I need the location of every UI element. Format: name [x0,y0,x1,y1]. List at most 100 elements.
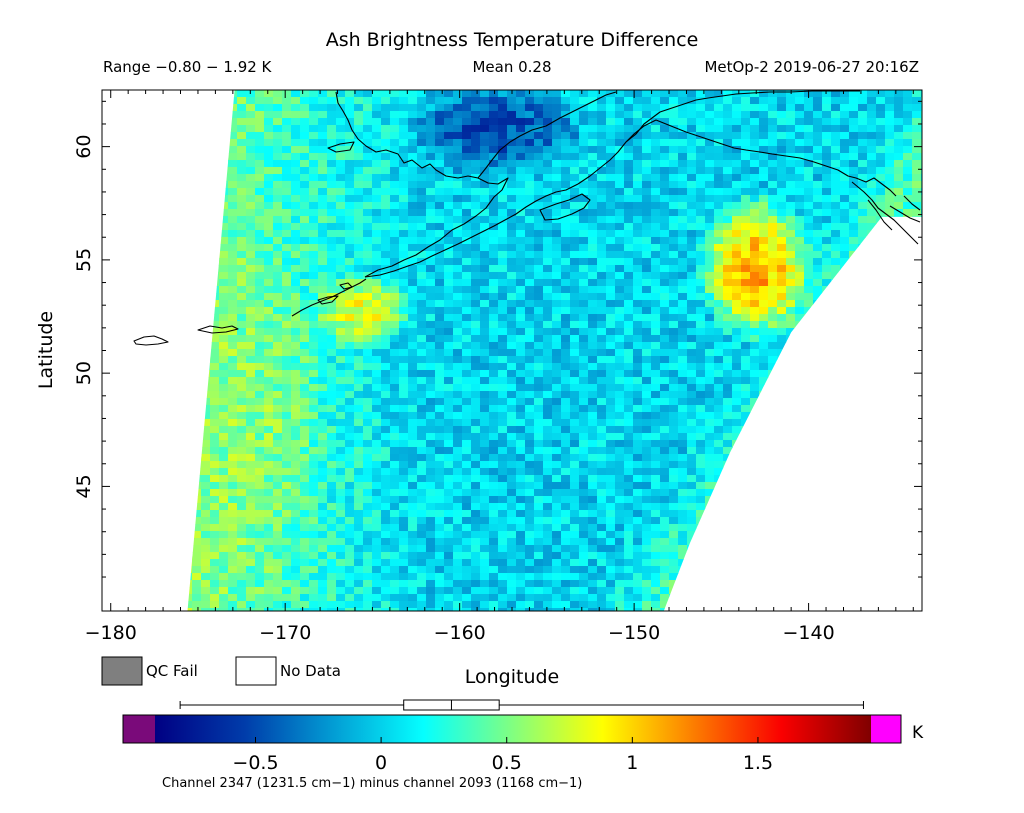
field-cell [471,440,481,448]
field-cell [831,174,841,182]
field-cell [552,461,562,469]
field-cell [615,363,625,371]
field-cell [561,188,571,196]
field-cell [723,300,733,308]
field-cell [543,111,553,119]
field-cell [678,244,688,252]
field-cell [273,104,283,112]
field-cell [381,202,391,210]
field-cell [714,286,724,294]
field-cell [912,174,922,182]
field-cell [228,188,238,196]
field-cell [246,209,256,217]
field-cell [498,272,508,280]
field-cell [462,300,472,308]
field-cell [786,174,796,182]
field-cell [489,146,499,154]
field-cell [777,223,787,231]
field-cell [687,363,697,371]
field-cell [273,356,283,364]
field-cell [309,188,319,196]
field-cell [705,258,715,266]
field-cell [804,230,814,238]
field-cell [741,230,751,238]
field-cell [246,461,256,469]
field-cell [453,111,463,119]
field-cell [723,104,733,112]
field-cell [327,230,337,238]
field-cell [309,321,319,329]
field-cell [300,398,310,406]
field-cell [345,412,355,420]
field-cell [363,139,373,147]
field-cell [480,153,490,161]
field-cell [822,251,832,259]
field-cell [750,398,760,406]
field-cell [552,335,562,343]
field-cell [390,342,400,350]
field-cell [462,174,472,182]
field-cell [885,146,895,154]
field-cell [264,237,274,245]
field-cell [525,174,535,182]
field-cell [462,153,472,161]
field-cell [705,265,715,273]
field-cell [561,97,571,105]
field-cell [498,153,508,161]
field-cell [525,447,535,455]
field-cell [498,286,508,294]
field-cell [768,321,778,329]
field-cell [597,125,607,133]
field-cell [300,335,310,343]
field-cell [264,342,274,350]
field-cell [255,433,265,441]
field-cell [291,97,301,105]
field-cell [408,377,418,385]
field-cell [624,125,634,133]
field-cell [705,426,715,434]
field-cell [633,97,643,105]
field-cell [327,111,337,119]
field-cell [606,230,616,238]
field-cell [750,321,760,329]
field-cell [552,230,562,238]
field-cell [390,216,400,224]
field-cell [435,111,445,119]
field-cell [363,377,373,385]
field-cell [615,244,625,252]
field-cell [462,342,472,350]
field-cell [633,314,643,322]
field-cell [588,160,598,168]
field-cell [507,111,517,119]
field-cell [786,300,796,308]
field-cell [714,265,724,273]
field-cell [588,272,598,280]
field-cell [408,391,418,399]
field-cell [336,321,346,329]
field-cell [786,111,796,119]
field-cell [318,202,328,210]
field-cell [543,160,553,168]
field-cell [345,237,355,245]
field-cell [669,167,679,175]
field-cell [552,377,562,385]
field-cell [822,237,832,245]
field-cell [273,349,283,357]
field-cell [552,440,562,448]
field-cell [228,356,238,364]
field-cell [525,160,535,168]
field-cell [525,433,535,441]
field-cell [372,181,382,189]
field-cell [606,167,616,175]
field-cell [273,426,283,434]
field-cell [246,398,256,406]
field-cell [840,188,850,196]
field-cell [444,342,454,350]
field-cell [264,265,274,273]
field-cell [867,216,877,224]
field-cell [300,132,310,140]
field-cell [696,342,706,350]
field-cell [822,223,832,231]
field-cell [543,419,553,427]
